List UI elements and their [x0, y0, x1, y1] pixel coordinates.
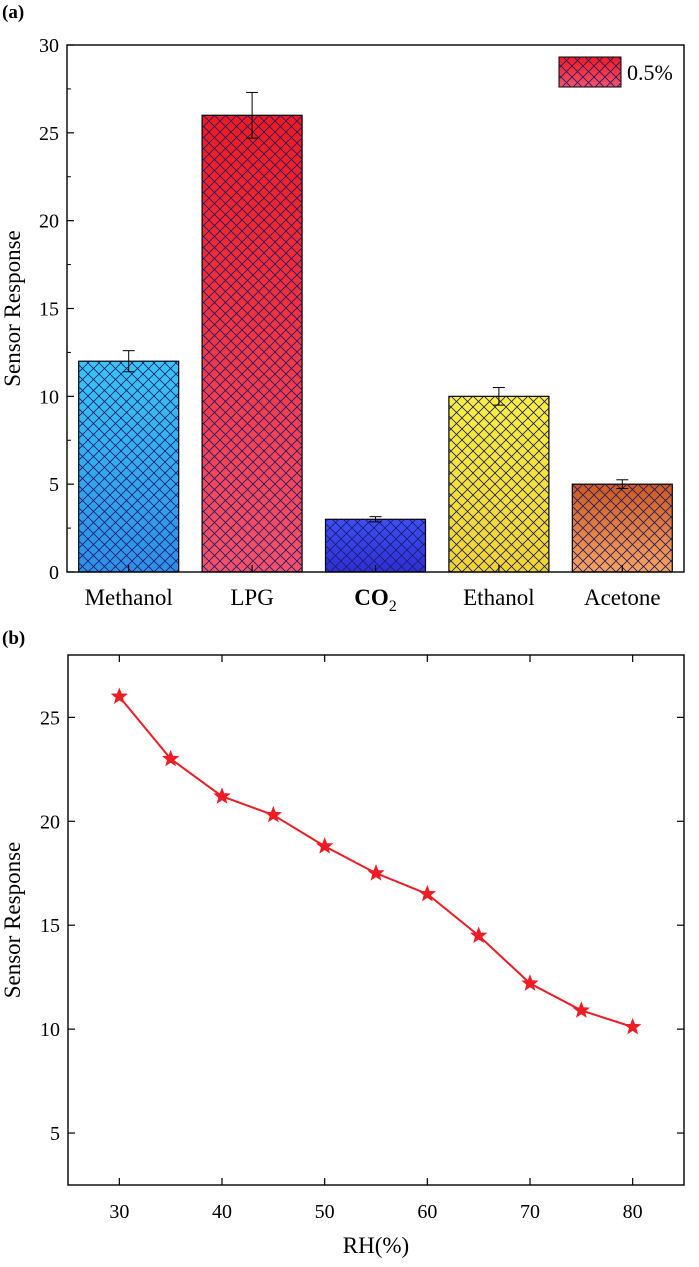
series-markers — [110, 687, 642, 1035]
bars-group — [78, 114, 673, 573]
y-axis-title-a: Sensor Response — [0, 230, 25, 387]
legend-swatch-hatch — [559, 57, 621, 87]
x-tick-label: 40 — [212, 1201, 232, 1223]
y-tick-label: 5 — [49, 474, 59, 496]
y-tick-label: 20 — [39, 211, 59, 233]
category-labels: Methanol LPG CO2 Ethanol Acetone — [85, 565, 661, 615]
category-subscript: 2 — [389, 598, 397, 615]
data-point-star — [623, 1017, 642, 1035]
y-tick-label: 15 — [40, 915, 60, 937]
y-tick-label: 30 — [39, 35, 59, 57]
data-point-star — [315, 837, 334, 854]
legend-label: 0.5% — [627, 60, 673, 85]
error-bars-group — [122, 91, 629, 523]
data-point-star — [110, 687, 129, 704]
legend: 0.5% — [558, 56, 673, 88]
x-tick-label: 60 — [417, 1201, 437, 1223]
data-point-star — [213, 787, 231, 804]
panel-label-b: (b) — [2, 628, 25, 649]
category-text: Methanol — [85, 585, 173, 610]
y-axis-ticks-b: 5 10 15 20 25 — [40, 707, 684, 1145]
plot-frame-b — [67, 654, 685, 1186]
category-label: Acetone — [584, 585, 661, 610]
bar-hatch — [572, 484, 673, 572]
category-label: CO2 — [354, 585, 397, 615]
line-chart-panel: (b) 5 10 15 20 25 30 40 50 60 70 80 Sensor Respon… — [0, 628, 685, 1258]
bar-hatch — [202, 115, 303, 573]
x-tick-label: 50 — [315, 1201, 335, 1223]
y-tick-label: 15 — [39, 299, 59, 321]
x-tick-label: 70 — [520, 1201, 540, 1223]
y-tick-label: 25 — [40, 707, 60, 729]
y-tick-label: 10 — [40, 1019, 60, 1041]
y-tick-label: 25 — [39, 123, 59, 145]
x-axis-ticks-b: 30 40 50 60 70 80 — [109, 655, 643, 1223]
plot-frame-a — [66, 44, 685, 573]
x-axis-title-b: RH(%) — [343, 1233, 409, 1258]
y-tick-label: 20 — [40, 811, 60, 833]
bar-chart-panel: (a) 0 5 10 15 20 25 30 Methanol LPG CO2 Ethanol Ac… — [0, 2, 685, 615]
category-text: LPG — [230, 585, 273, 610]
data-point-star — [521, 974, 539, 991]
category-label: LPG — [230, 585, 273, 610]
category-label: Ethanol — [463, 585, 535, 610]
category-text: Acetone — [584, 585, 661, 610]
bar-hatch — [325, 519, 426, 572]
category-text: CO — [354, 585, 389, 610]
panel-label-a: (a) — [2, 2, 24, 23]
x-tick-label: 30 — [109, 1201, 129, 1223]
data-point-star — [469, 926, 488, 943]
data-point-star — [161, 749, 180, 767]
category-label: Methanol — [85, 585, 173, 610]
data-point-star — [418, 884, 437, 902]
data-point-star — [572, 1001, 591, 1018]
data-point-star — [367, 864, 385, 881]
y-axis-ticks-a: 0 5 10 15 20 25 30 — [39, 35, 74, 584]
category-text: Ethanol — [463, 585, 535, 610]
series-line — [118, 695, 634, 1028]
data-point-star — [264, 805, 283, 823]
bar-hatch — [78, 361, 179, 572]
y-tick-label: 10 — [39, 386, 59, 408]
x-tick-label: 80 — [623, 1201, 643, 1223]
y-tick-label: 0 — [49, 562, 59, 584]
bar-hatch — [448, 396, 549, 572]
y-tick-label: 5 — [50, 1123, 60, 1145]
y-axis-title-b: Sensor Response — [0, 842, 25, 999]
